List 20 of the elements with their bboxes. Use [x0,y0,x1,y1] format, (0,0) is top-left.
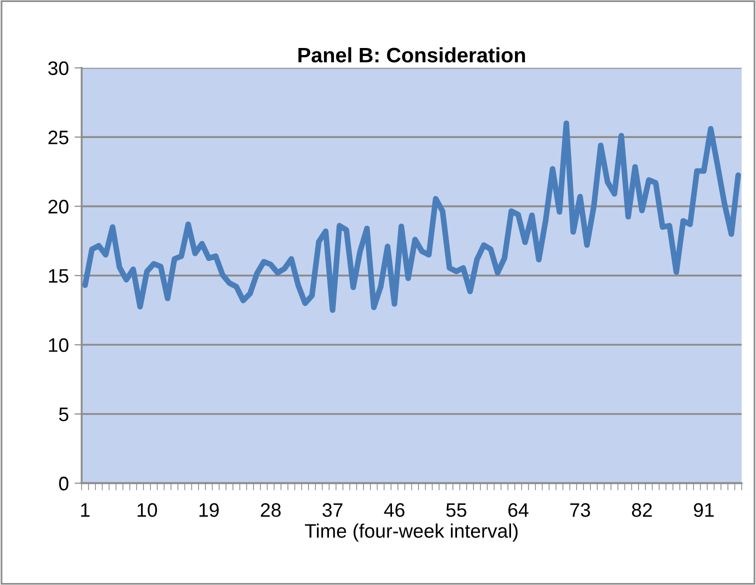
x-tick-label: 73 [570,503,590,517]
y-tick-label: 15 [49,269,68,283]
x-tick-label: 55 [446,503,466,517]
y-tick-label: 30 [48,61,68,76]
y-tick-label: 5 [59,408,68,422]
y-tick-label: 25 [48,130,68,144]
x-tick-label: 1 [81,503,90,517]
x-tick-label: 64 [508,503,528,517]
x-tick-label: 37 [322,503,342,517]
chart-title: Panel B: Consideration [298,47,525,63]
x-axis-title: Time (four-week interval) [304,524,518,542]
x-tick-label: 19 [200,503,219,517]
y-tick-label: 0 [59,476,68,490]
x-tick-label: 28 [260,503,281,517]
x-tick-label: 82 [632,503,652,517]
y-tick-label: 10 [49,338,68,352]
y-tick-label: 20 [48,200,68,214]
x-tick-label: 46 [384,503,404,517]
x-tick-label: 91 [694,503,714,517]
x-tick-label: 10 [138,503,158,517]
